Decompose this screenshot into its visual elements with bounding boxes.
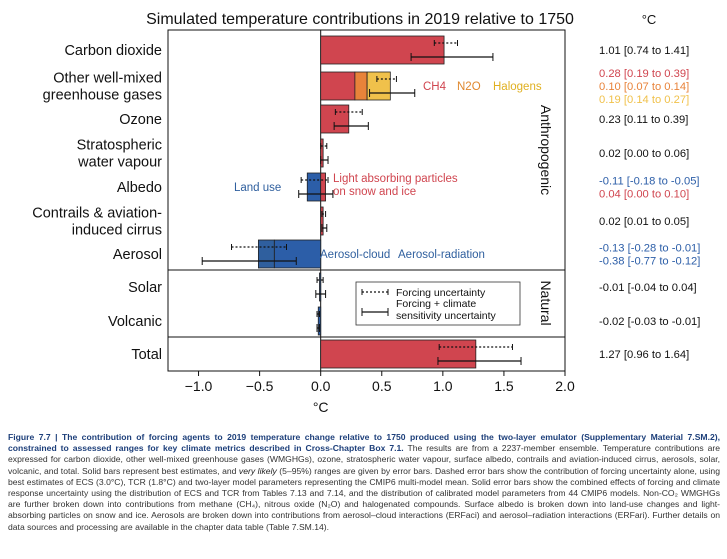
group-label-anthropogenic: Anthropogenic	[538, 105, 554, 195]
category-label: Contrails & aviation-	[32, 206, 162, 222]
x-tick-label: −1.0	[185, 378, 213, 394]
bar-segment	[366, 71, 391, 101]
legend-box	[355, 281, 521, 326]
bar-segment	[354, 71, 368, 101]
bar-segment	[306, 172, 322, 202]
group-label-natural: Natural	[538, 280, 554, 325]
value-range-text: 1.27 [0.96 to 1.64]	[599, 349, 689, 361]
value-range-text: 0.10 [0.07 to 0.14]	[599, 81, 689, 93]
inline-label-ch4: CH4	[423, 81, 447, 93]
caption-body-italic: very likely	[238, 465, 277, 476]
x-tick-label: 2.0	[555, 378, 575, 394]
unit-header: °C	[642, 12, 657, 27]
category-label: Ozone	[119, 112, 162, 128]
legend-entry-combined-2: sensitivity uncertainty	[396, 310, 497, 322]
bar-segment	[320, 104, 350, 134]
bar-segment	[273, 239, 322, 269]
figure-caption: Figure 7.7 | The contribution of forcing…	[8, 432, 720, 533]
caption-heading: Figure 7.7 | The contribution of forcing…	[8, 432, 720, 454]
category-label: Stratospheric	[77, 138, 162, 154]
bar-segment	[319, 272, 322, 302]
value-range-text: 0.28 [0.19 to 0.39]	[599, 68, 689, 80]
category-label: Carbon dioxide	[64, 43, 162, 59]
category-label: Albedo	[117, 180, 162, 196]
inline-label-halogens: Halogens	[493, 81, 542, 93]
value-range-text: 0.19 [0.14 to 0.27]	[599, 94, 689, 106]
value-range-text: -0.02 [-0.03 to -0.01]	[599, 316, 700, 328]
inline-label-n2o: N2O	[457, 81, 481, 93]
value-range-text: 1.01 [0.74 to 1.41]	[599, 45, 689, 57]
category-label: water vapour	[77, 155, 162, 171]
inline-label-lap-2: on snow and ice	[333, 186, 416, 198]
bar-segment	[320, 206, 324, 236]
value-range-text: -0.38 [-0.77 to -0.12]	[599, 256, 700, 268]
value-range-text: 0.02 [0.00 to 0.06]	[599, 148, 689, 160]
bar-segment	[320, 71, 356, 101]
legend-entry-forcing: Forcing uncertainty	[396, 287, 486, 299]
bar-segment	[257, 239, 275, 269]
category-label: Volcanic	[108, 314, 162, 330]
category-label: greenhouse gases	[43, 88, 162, 104]
category-label: Total	[131, 347, 162, 363]
value-range-text: 0.04 [0.00 to 0.10]	[599, 189, 689, 201]
value-range-text: 0.23 [0.11 to 0.39]	[599, 114, 688, 126]
value-range-text: 0.02 [0.01 to 0.05]	[599, 216, 689, 228]
inline-label-aerosol-cloud: Aerosol-cloud	[320, 249, 390, 261]
value-range-text: -0.11 [-0.18 to -0.05]	[599, 176, 700, 188]
legend-entry-combined-1: Forcing + climate	[396, 298, 476, 310]
category-label: Other well-mixed	[53, 71, 162, 87]
x-tick-label: 0.0	[311, 378, 331, 394]
inline-label-aerosol-radiation: Aerosol-radiation	[398, 249, 485, 261]
x-tick-label: 1.5	[494, 378, 514, 394]
x-axis-label: °C	[313, 399, 329, 415]
x-tick-label: 1.0	[433, 378, 453, 394]
bar-segment	[320, 138, 324, 168]
bar-segment	[320, 172, 326, 202]
value-range-text: -0.01 [-0.04 to 0.04]	[599, 282, 697, 294]
bar-segment	[320, 35, 445, 65]
chart-title: Simulated temperature contributions in 2…	[146, 11, 574, 28]
category-label: Solar	[128, 280, 162, 296]
x-tick-label: −0.5	[246, 378, 274, 394]
temperature-contribution-chart: Simulated temperature contributions in 2…	[32, 11, 700, 415]
x-tick-label: 0.5	[372, 378, 392, 394]
category-label: Aerosol	[113, 247, 162, 263]
caption-body-1: The results are from a 2237-member ensem…	[8, 443, 720, 476]
inline-label-land-use: Land use	[234, 182, 281, 194]
category-label: induced cirrus	[72, 223, 162, 239]
inline-label-lap: Light absorbing particles	[333, 173, 458, 185]
value-range-text: -0.13 [-0.28 to -0.01]	[599, 243, 700, 255]
bar-segment	[320, 339, 477, 369]
bar-segment	[317, 306, 322, 336]
caption-body-2: (5–95%) ranges are given by error bars. …	[8, 465, 720, 532]
plot-frame	[167, 29, 566, 372]
